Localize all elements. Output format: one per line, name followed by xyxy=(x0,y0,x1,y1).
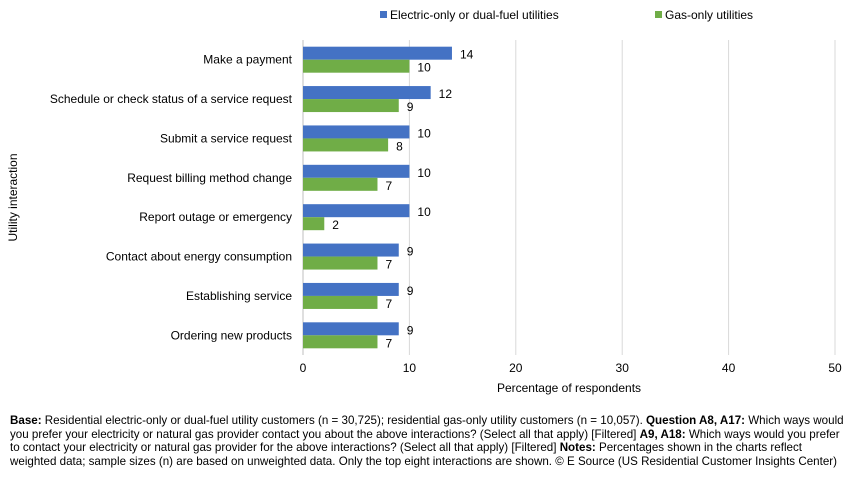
bar xyxy=(303,86,431,100)
data-label: 12 xyxy=(439,87,453,101)
y-axis-title: Utility interaction xyxy=(6,153,20,241)
data-label: 7 xyxy=(385,297,392,311)
bar xyxy=(303,164,410,178)
x-tick-label: 20 xyxy=(509,361,523,375)
x-tick-label: 40 xyxy=(722,361,736,375)
data-label: 10 xyxy=(417,126,431,140)
notes-heading: Base: xyxy=(10,414,42,427)
data-label: 9 xyxy=(407,245,414,259)
notes-heading: A9, A18: xyxy=(639,427,686,441)
bar xyxy=(303,322,399,336)
notes-text: Which ways would you prefer your electri… xyxy=(10,414,844,441)
legend-label: Gas-only utilities xyxy=(665,8,753,22)
category-label: Make a payment xyxy=(203,53,292,67)
category-label: Ordering new products xyxy=(171,328,292,342)
bar xyxy=(303,335,378,349)
notes-heading: Notes: xyxy=(559,441,596,455)
bar xyxy=(303,99,399,113)
bar xyxy=(303,59,410,73)
notes-text: Percentages shown in the charts reflect … xyxy=(10,441,837,468)
legend-swatch xyxy=(655,11,662,18)
legend-swatch xyxy=(380,11,387,18)
bar xyxy=(303,177,378,191)
data-label: 10 xyxy=(417,61,431,75)
category-label: Request billing method change xyxy=(127,171,292,185)
category-label: Report outage or emergency xyxy=(139,210,292,224)
data-label: 14 xyxy=(460,48,474,62)
data-label: 9 xyxy=(407,323,414,337)
category-label: Establishing service xyxy=(186,289,292,303)
bar xyxy=(303,217,325,231)
x-tick-label: 10 xyxy=(403,361,417,375)
data-label: 2 xyxy=(332,218,339,232)
category-label: Submit a service request xyxy=(160,131,293,145)
bar xyxy=(303,256,378,270)
bar xyxy=(303,125,410,139)
x-tick-label: 0 xyxy=(300,361,307,375)
data-label: 10 xyxy=(417,205,431,219)
data-label: 7 xyxy=(385,179,392,193)
notes-text: Which ways would you prefer to contact y… xyxy=(10,427,840,455)
x-axis-title: Percentage of respondents xyxy=(497,381,641,395)
bar xyxy=(303,46,452,60)
bar-chart: 0 10 20 30 40 50 Make a payment 14 10 Schedule or… xyxy=(6,8,842,395)
bar xyxy=(303,138,389,152)
x-tick-label: 30 xyxy=(616,361,630,375)
data-label: 9 xyxy=(407,284,414,298)
x-tick-label: 50 xyxy=(828,361,842,375)
notes-heading: Question A8, A17: xyxy=(646,414,746,427)
data-label: 7 xyxy=(385,336,392,350)
bar xyxy=(303,295,378,309)
data-label: 10 xyxy=(417,166,431,180)
notes-text: Residential electric-only or dual-fuel u… xyxy=(41,414,647,427)
chart-notes: Base: Residential electric-only or dual-… xyxy=(10,414,845,468)
data-label: 7 xyxy=(385,258,392,272)
category-label: Schedule or check status of a service re… xyxy=(50,92,293,106)
bar xyxy=(303,204,410,218)
category-label: Contact about energy consumption xyxy=(106,250,292,264)
bar xyxy=(303,282,399,296)
data-label: 8 xyxy=(396,139,403,153)
data-label: 9 xyxy=(407,100,414,114)
legend-label: Electric-only or dual-fuel utilities xyxy=(390,8,559,22)
bar xyxy=(303,243,399,257)
